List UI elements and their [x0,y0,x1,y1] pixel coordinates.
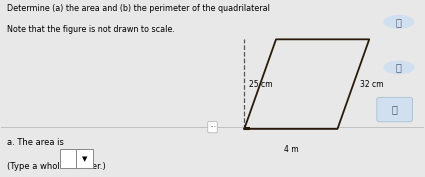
Text: (Type a whole number.): (Type a whole number.) [7,162,106,171]
Text: 4 m: 4 m [283,145,298,155]
Text: ⌕: ⌕ [396,62,402,72]
FancyBboxPatch shape [377,97,412,122]
Text: ⌕: ⌕ [396,17,402,27]
Text: ⧉: ⧉ [392,105,398,115]
Text: 32 cm: 32 cm [360,80,383,89]
FancyBboxPatch shape [76,149,93,168]
Text: 25 cm: 25 cm [249,80,273,89]
Circle shape [384,61,414,74]
Circle shape [384,16,414,28]
Text: ▼: ▼ [82,156,87,162]
Text: ···: ··· [209,123,216,132]
Text: Note that the figure is not drawn to scale.: Note that the figure is not drawn to sca… [7,25,175,34]
Text: a. The area is: a. The area is [7,138,64,147]
Text: Determine (a) the area and (b) the perimeter of the quadrilateral: Determine (a) the area and (b) the perim… [7,4,270,13]
FancyBboxPatch shape [60,149,80,168]
